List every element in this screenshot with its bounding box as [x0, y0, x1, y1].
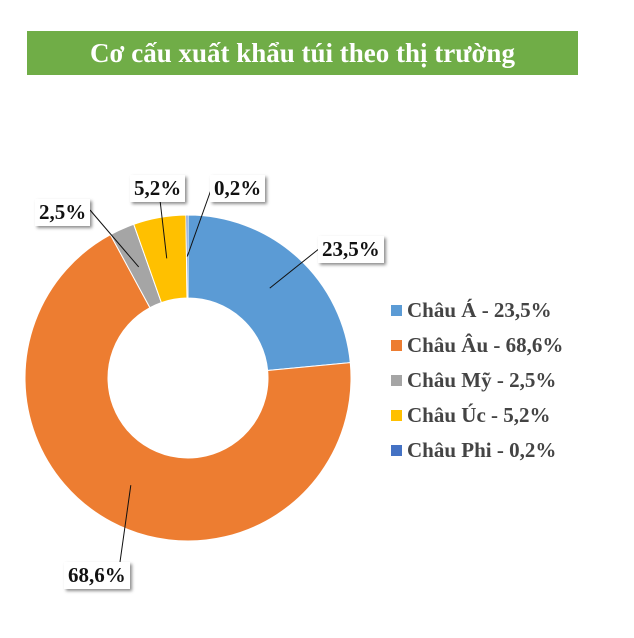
- legend-label: Châu Úc - 5,2%: [407, 403, 551, 427]
- legend-swatch: [391, 305, 402, 316]
- chart-title: Cơ cấu xuất khẩu túi theo thị trường: [27, 31, 578, 75]
- slice-châu-âu: [24, 233, 352, 542]
- leader-line: [119, 485, 132, 563]
- leader-line: [89, 209, 140, 268]
- legend-swatch: [391, 445, 402, 456]
- data-label: 68,6%: [64, 562, 130, 589]
- legend-item: Châu Âu - 68,6%: [391, 328, 563, 363]
- legend-item: Châu Á - 23,5%: [391, 293, 563, 328]
- data-label: 23,5%: [318, 236, 384, 263]
- slice-châu-á: [187, 214, 351, 372]
- leader-line: [186, 186, 213, 257]
- legend-item: Châu Úc - 5,2%: [391, 398, 563, 433]
- legend-label: Châu Mỹ - 2,5%: [407, 368, 557, 392]
- legend-label: Châu Phi - 0,2%: [407, 438, 557, 462]
- legend-label: Châu Âu - 68,6%: [407, 333, 564, 357]
- legend-label: Châu Á - 23,5%: [407, 298, 552, 322]
- data-label: 5,2%: [130, 175, 186, 202]
- data-label: 0,2%: [210, 175, 266, 202]
- legend-swatch: [391, 340, 402, 351]
- leader-line: [269, 247, 321, 289]
- slice-châu-phi: [185, 214, 189, 299]
- legend-item: Châu Phi - 0,2%: [391, 433, 563, 468]
- legend-item: Châu Mỹ - 2,5%: [391, 363, 563, 398]
- legend-swatch: [391, 375, 402, 386]
- legend: Châu Á - 23,5% Châu Âu - 68,6% Châu Mỹ - 2…: [391, 293, 563, 468]
- data-label: 2,5%: [35, 199, 91, 226]
- legend-swatch: [391, 410, 402, 421]
- leader-line: [159, 199, 168, 259]
